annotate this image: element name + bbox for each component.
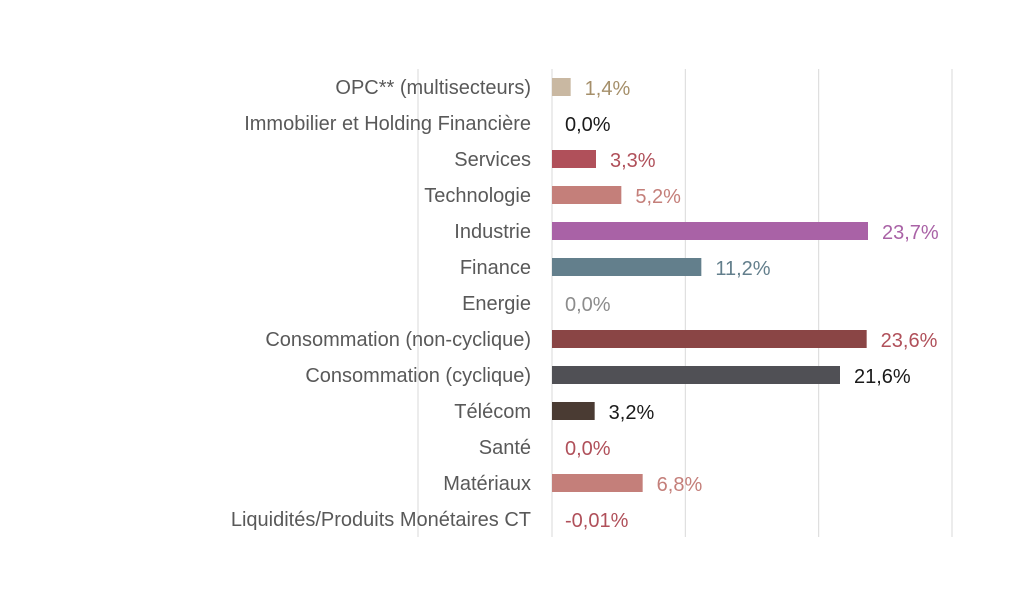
category-label: Consommation (cyclique) <box>305 365 531 387</box>
bar <box>552 222 868 240</box>
bar <box>552 186 622 204</box>
bar <box>552 78 571 96</box>
data-label: 6,8% <box>657 474 703 496</box>
category-label: Immobilier et Holding Financière <box>244 113 531 135</box>
category-label: Technologie <box>424 185 531 207</box>
bar <box>552 150 596 168</box>
data-label: 23,6% <box>881 330 938 352</box>
data-label: 23,7% <box>882 222 939 244</box>
data-label: 5,2% <box>635 186 681 208</box>
gridlines <box>417 69 953 537</box>
category-label: Industrie <box>454 221 531 243</box>
data-label: -0,01% <box>565 510 629 532</box>
data-label: 0,0% <box>565 294 611 316</box>
bar <box>552 402 595 420</box>
bar <box>552 258 702 276</box>
category-label: Liquidités/Produits Monétaires CT <box>231 509 531 531</box>
bar <box>552 474 643 492</box>
bars <box>552 78 868 492</box>
category-label: OPC** (multisecteurs) <box>335 77 531 99</box>
data-label: 3,2% <box>609 402 655 424</box>
category-label: Santé <box>479 437 531 459</box>
category-label: Consommation (non-cyclique) <box>265 329 531 351</box>
category-label: Finance <box>460 257 531 279</box>
bar <box>552 330 867 348</box>
category-labels: OPC** (multisecteurs) Immobilier et Holdi… <box>231 77 531 531</box>
value-labels: 1,4% 0,0% 3,3% 5,2% 23,7% 11,2% 0,0% 23,6% 21,6%… <box>565 78 939 532</box>
data-label: 0,0% <box>565 438 611 460</box>
data-label: 0,0% <box>565 114 611 136</box>
category-label: Services <box>454 149 531 171</box>
category-label: Energie <box>462 293 531 315</box>
category-label: Matériaux <box>443 473 531 495</box>
bar <box>552 366 840 384</box>
data-label: 11,2% <box>715 258 770 280</box>
data-label: 1,4% <box>585 78 631 100</box>
category-label: Télécom <box>454 401 531 423</box>
data-label: 21,6% <box>854 366 911 388</box>
data-label: 3,3% <box>610 150 656 172</box>
